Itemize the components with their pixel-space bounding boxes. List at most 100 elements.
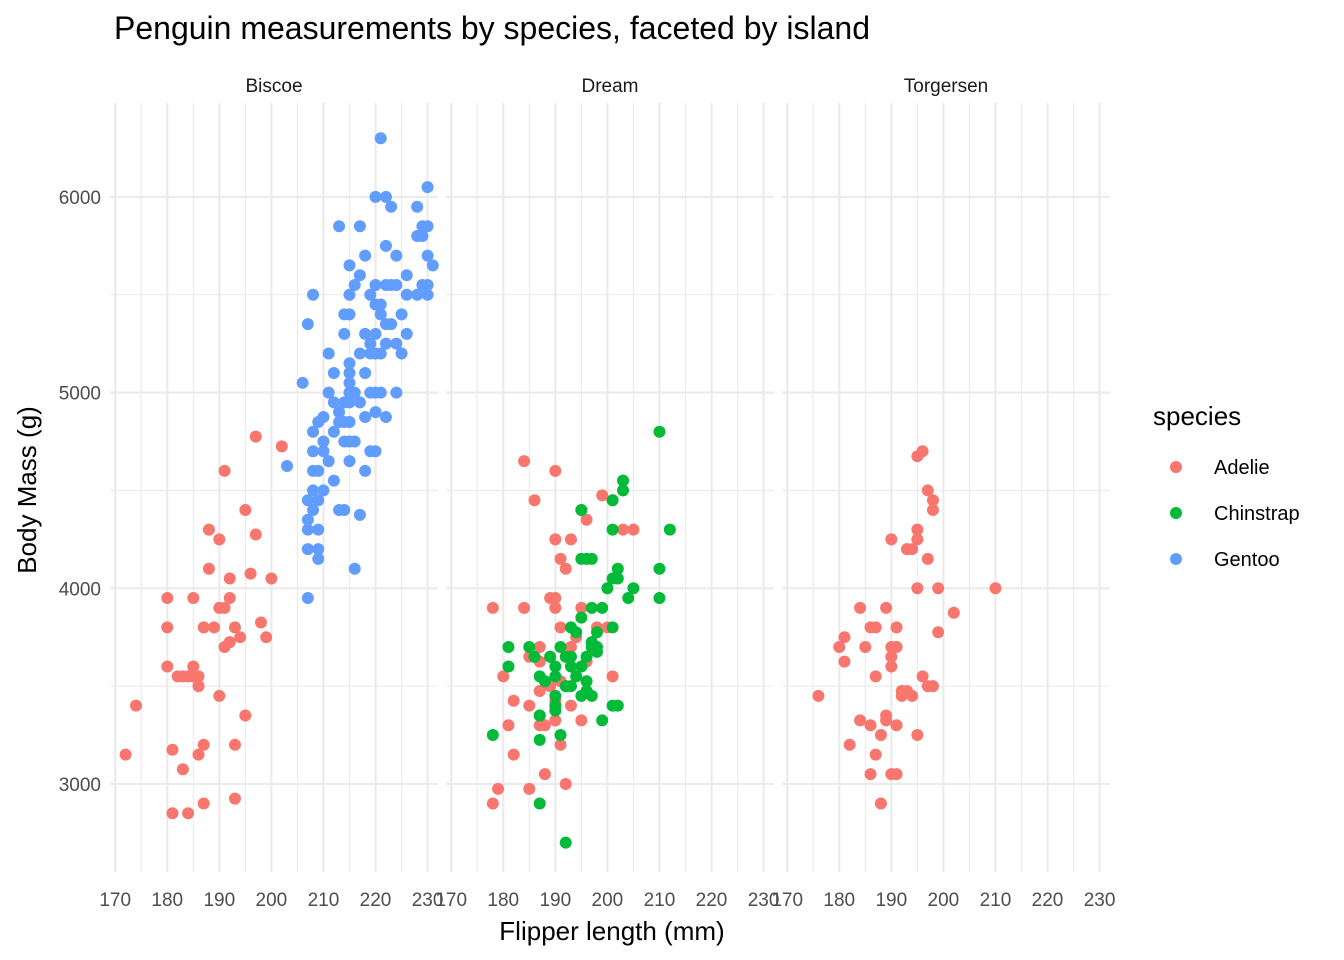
- data-point: [312, 543, 325, 556]
- series-gentoo: [281, 132, 439, 605]
- data-point: [627, 523, 640, 536]
- legend: species Adelie Chinstrap Gentoo: [1153, 401, 1300, 571]
- data-point: [254, 616, 267, 629]
- data-point: [208, 621, 221, 634]
- data-point: [559, 562, 572, 575]
- data-point: [533, 733, 546, 746]
- data-point: [348, 562, 361, 575]
- data-point: [333, 406, 346, 419]
- data-point: [353, 396, 366, 409]
- data-point: [549, 464, 562, 477]
- data-point: [385, 200, 398, 213]
- data-point: [301, 494, 314, 507]
- data-point: [400, 269, 413, 282]
- x-tick-label: 230: [412, 890, 444, 911]
- x-tick-label: 200: [256, 890, 288, 911]
- x-tick-label: 180: [151, 890, 183, 911]
- data-point: [379, 337, 392, 350]
- data-point: [353, 269, 366, 282]
- data-point: [538, 768, 551, 781]
- data-point: [197, 738, 210, 751]
- data-point: [244, 567, 257, 580]
- data-point: [343, 308, 356, 321]
- data-point: [317, 435, 330, 448]
- data-point: [528, 494, 541, 507]
- data-point: [549, 704, 562, 717]
- data-point: [916, 445, 929, 458]
- data-point: [502, 640, 515, 653]
- data-point: [622, 592, 635, 605]
- data-point: [890, 640, 903, 653]
- data-point: [528, 650, 541, 663]
- data-point: [343, 455, 356, 468]
- x-tick-label: 230: [748, 890, 780, 911]
- data-point: [327, 396, 340, 409]
- data-point: [606, 621, 619, 634]
- data-point: [838, 631, 851, 644]
- data-point: [213, 533, 226, 546]
- data-point: [575, 611, 588, 624]
- chart-title: Penguin measurements by species, faceted…: [114, 10, 870, 46]
- data-point: [234, 631, 247, 644]
- data-point: [416, 230, 429, 243]
- x-axis-title: Flipper length (mm): [499, 916, 724, 946]
- data-point: [585, 689, 598, 702]
- data-point: [327, 367, 340, 380]
- series-chinstrap: [486, 425, 676, 849]
- data-point: [197, 797, 210, 810]
- data-point: [379, 239, 392, 252]
- x-tick-label: 210: [980, 890, 1012, 911]
- data-point: [869, 748, 882, 761]
- data-point: [533, 797, 546, 810]
- data-point: [353, 347, 366, 360]
- data-point: [343, 357, 356, 370]
- data-point: [854, 714, 867, 727]
- data-point: [265, 572, 278, 585]
- y-axis-title: Body Mass (g): [12, 406, 42, 574]
- legend-label: Gentoo: [1214, 549, 1280, 571]
- data-point: [906, 543, 919, 556]
- data-point: [906, 689, 919, 702]
- data-point: [559, 777, 572, 790]
- facet-biscoe: Biscoe 170 180 190 200 210 220 230: [99, 76, 443, 911]
- data-point: [533, 709, 546, 722]
- data-point: [880, 714, 893, 727]
- data-point: [653, 592, 666, 605]
- data-point: [197, 621, 210, 634]
- y-tick-label: 6000: [59, 188, 101, 209]
- data-point: [400, 327, 413, 340]
- data-point: [130, 699, 143, 712]
- data-point: [653, 425, 666, 438]
- legend-swatch: [1170, 461, 1182, 473]
- y-tick-label: 5000: [59, 384, 101, 405]
- data-point: [192, 680, 205, 693]
- data-point: [338, 327, 351, 340]
- data-point: [564, 680, 577, 693]
- data-point: [213, 689, 226, 702]
- data-point: [421, 278, 434, 291]
- data-point: [369, 406, 382, 419]
- data-point: [549, 601, 562, 614]
- x-tick-label: 200: [928, 890, 960, 911]
- data-point: [161, 621, 174, 634]
- data-point: [606, 494, 619, 507]
- data-point: [838, 655, 851, 668]
- data-point: [301, 318, 314, 331]
- data-point: [369, 278, 382, 291]
- data-point: [379, 190, 392, 203]
- data-point: [390, 249, 403, 262]
- data-point: [533, 640, 546, 653]
- data-point: [327, 425, 340, 438]
- data-point: [322, 455, 335, 468]
- data-point: [374, 386, 387, 399]
- data-point: [523, 640, 536, 653]
- data-point: [239, 504, 252, 517]
- data-point: [843, 738, 856, 751]
- data-point: [348, 435, 361, 448]
- facet-panels: Biscoe 170 180 190 200 210 220 230 Dream 170 180 19…: [59, 76, 1116, 911]
- data-point: [585, 601, 598, 614]
- data-point: [322, 347, 335, 360]
- data-point: [359, 249, 372, 262]
- legend-entry-gentoo: Gentoo: [1170, 549, 1280, 571]
- data-point: [374, 132, 387, 145]
